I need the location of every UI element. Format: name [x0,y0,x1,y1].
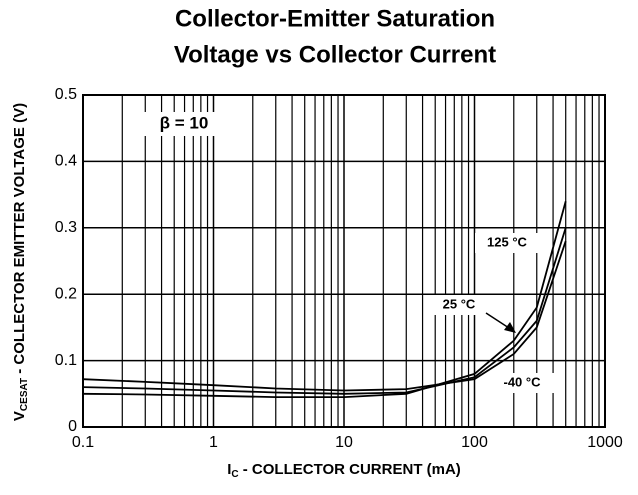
x-tick-label: 10 [335,434,353,451]
series-line [82,240,567,392]
chart-title: Voltage vs Collector Current [174,41,496,68]
y-tick-label: 0.5 [55,86,77,103]
y-tick-label: 0 [68,418,77,435]
series-label: 125 °C [487,234,528,249]
x-tick-label: 100 [461,434,488,451]
y-tick-label: 0.4 [55,153,77,170]
plot-frame [82,94,606,428]
annotation-box [140,112,228,136]
x-tick-label: 1000 [587,434,623,451]
chart-title: Collector-Emitter Saturation [175,5,495,32]
y-axis-title-text: VCESAT - COLLECTOR EMITTER VOLTAGE (V) [11,103,30,421]
series-label-box [490,373,554,393]
y-axis-title: VCESAT - COLLECTOR EMITTER VOLTAGE (V) [11,103,30,421]
x-label-subscript: C [231,469,238,480]
series-label-box [427,295,491,315]
series-line [82,201,567,399]
y-tick-label: 0.2 [55,285,77,302]
y-tick-label: 0.1 [55,352,77,369]
x-label-symbol: I [227,461,231,478]
y-label-text: - COLLECTOR EMITTER VOLTAGE (V) [11,103,28,378]
series-line [82,227,567,395]
annotation: β = 10 [160,113,209,132]
series-label-box [475,233,539,253]
series-label: -40 °C [504,374,542,389]
y-label-symbol: V [11,411,28,421]
x-label-text: - COLLECTOR CURRENT (mA) [239,461,461,478]
series-label: 25 °C [443,296,476,311]
y-tick-label: 0.3 [55,219,77,236]
x-tick-label: 0.1 [72,434,94,451]
x-axis-title: IC - COLLECTOR CURRENT (mA) [227,461,461,480]
label-arrowhead [504,322,516,333]
x-tick-label: 1 [209,434,218,451]
y-label-subscript: CESAT [19,378,30,411]
